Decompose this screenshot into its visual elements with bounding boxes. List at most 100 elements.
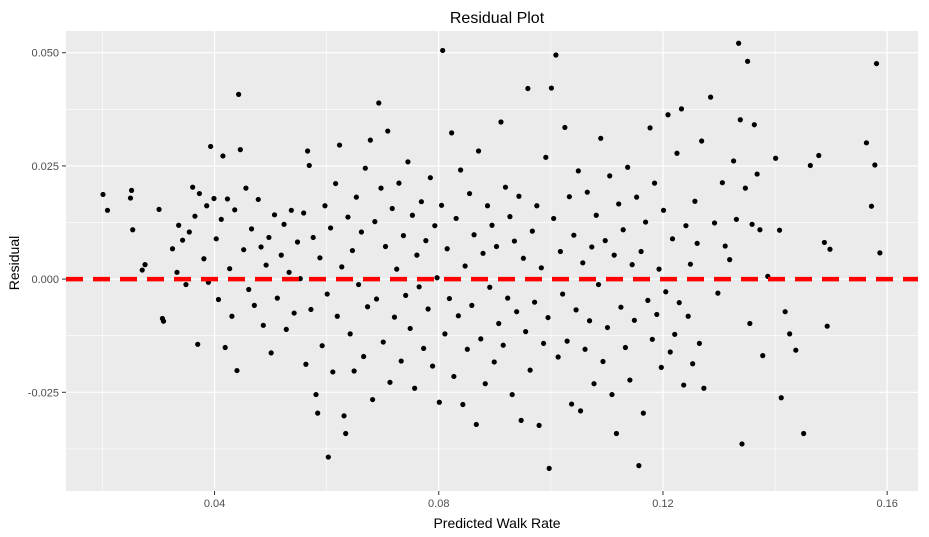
data-point [192,213,198,219]
data-point [618,304,624,310]
data-point [260,322,266,328]
data-point [543,154,549,160]
data-point [493,243,500,250]
data-point [568,401,575,407]
data-point [676,300,682,306]
data-point [525,85,531,92]
data-point [636,463,642,469]
data-point [304,148,311,154]
data-point [358,229,364,235]
data-point [555,354,561,360]
data-point [438,202,445,208]
data-point [507,214,513,220]
data-point [782,309,788,315]
data-point [566,194,572,200]
data-point [773,155,779,161]
data-point [638,248,644,255]
data-point [130,227,136,233]
data-point [339,264,345,270]
data-point [449,130,455,136]
data-point [396,180,402,186]
data-point [208,143,214,150]
data-point [398,358,404,364]
data-point [446,295,452,302]
data-point [432,223,438,229]
data-point [224,196,231,202]
data-point [778,395,784,401]
data-point [523,329,529,335]
data-point [382,243,389,250]
data-point [696,340,702,347]
data-point [711,220,718,226]
data-point [186,229,192,235]
data-point [678,106,685,112]
data-point [669,236,676,242]
data-point [291,310,297,316]
data-point [694,240,700,246]
data-point [742,185,748,191]
data-point [201,256,207,262]
data-point [793,347,799,353]
data-point [281,221,287,227]
data-point [343,430,349,437]
data-point [466,190,473,197]
data-point [176,222,182,228]
data-point [548,85,555,91]
data-point [776,227,783,233]
data-point [607,173,613,179]
data-point [827,246,833,252]
data-point [421,345,427,351]
data-point [665,112,671,118]
data-point [514,309,520,315]
data-point [620,227,626,233]
data-point [611,252,617,258]
data-point [692,198,698,204]
minor-gridlines [66,31,918,491]
data-point [520,255,526,261]
data-point [868,203,875,209]
data-point [571,232,577,238]
data-point [179,237,186,243]
data-point [345,214,351,220]
data-point [403,292,409,299]
data-point [672,331,678,337]
data-point [416,284,422,290]
data-point [373,296,380,302]
data-point [613,430,620,437]
data-point [645,297,651,303]
data-point [353,194,359,200]
data-point [751,122,757,128]
data-point [877,250,883,256]
data-point [322,203,328,209]
data-point [195,341,201,347]
data-point [487,284,493,290]
data-point [333,180,339,187]
data-point [434,275,440,281]
data-point [425,306,431,312]
data-point [196,190,203,197]
y-axis-title: Residual [6,236,22,290]
data-point [500,342,506,348]
data-point [749,221,755,227]
data-point [334,313,340,319]
data-point [156,206,162,212]
data-point [591,381,597,387]
data-point [355,281,362,288]
data-point [640,410,646,416]
data-point [807,162,813,169]
data-point [405,159,411,165]
data-point [627,377,633,383]
data-point [237,147,243,153]
data-point [444,246,450,252]
data-point [631,317,637,323]
data-point [394,266,400,272]
data-point [222,344,228,351]
data-point [564,338,570,344]
data-point [681,382,687,388]
data-point [482,381,488,387]
y-axis-ticks: -0.025 0.000 0.025 0.050 [28,48,66,399]
data-point [562,124,568,131]
data-point [301,210,307,216]
data-point [232,207,238,213]
y-tick-label: 0.050 [31,48,59,60]
